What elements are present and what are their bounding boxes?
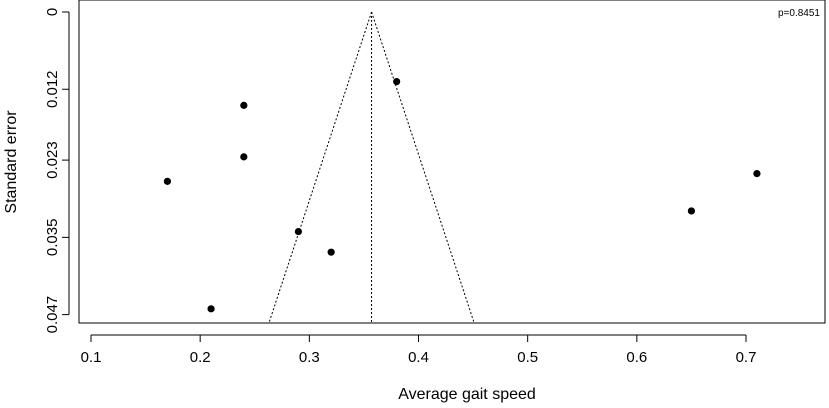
data-point — [163, 177, 172, 185]
data-point — [687, 207, 696, 215]
x-tick-label: 0.2 — [190, 349, 211, 366]
data-point — [240, 153, 248, 161]
x-tick-label: 0.4 — [408, 349, 429, 366]
x-tick-label: 0.5 — [517, 349, 538, 366]
x-tick-label: 0.1 — [81, 349, 102, 366]
y-tick-label: 0 — [44, 8, 61, 16]
data-point — [753, 170, 761, 178]
y-tick-label: 0.035 — [44, 219, 61, 257]
x-axis: 0.1 0.2 0.3 0.4 0.5 0.6 0.7 — [81, 334, 757, 366]
data-point — [393, 77, 401, 86]
y-tick-label: 0.012 — [44, 70, 61, 108]
plot-frame — [78, 0, 826, 324]
data-point — [207, 305, 215, 313]
x-tick-label: 0.3 — [299, 349, 320, 366]
x-axis-title: Average gait speed — [398, 386, 536, 403]
y-axis-title: Standard error — [3, 110, 20, 214]
funnel-left-line — [268, 11, 373, 324]
data-points — [163, 77, 761, 313]
funnel-lines — [268, 11, 475, 324]
y-tick-label: 0.047 — [44, 296, 61, 334]
p-value-annotation: p=0.8451 — [778, 8, 820, 19]
data-point — [327, 248, 335, 256]
y-tick-label: 0.023 — [44, 141, 61, 179]
x-tick-label: 0.7 — [736, 349, 757, 366]
y-axis: 0 0.012 0.023 0.035 0.047 — [44, 8, 70, 334]
funnel-right-line — [371, 11, 475, 324]
data-point — [240, 101, 248, 109]
x-tick-label: 0.6 — [626, 349, 647, 366]
data-point — [294, 227, 303, 236]
